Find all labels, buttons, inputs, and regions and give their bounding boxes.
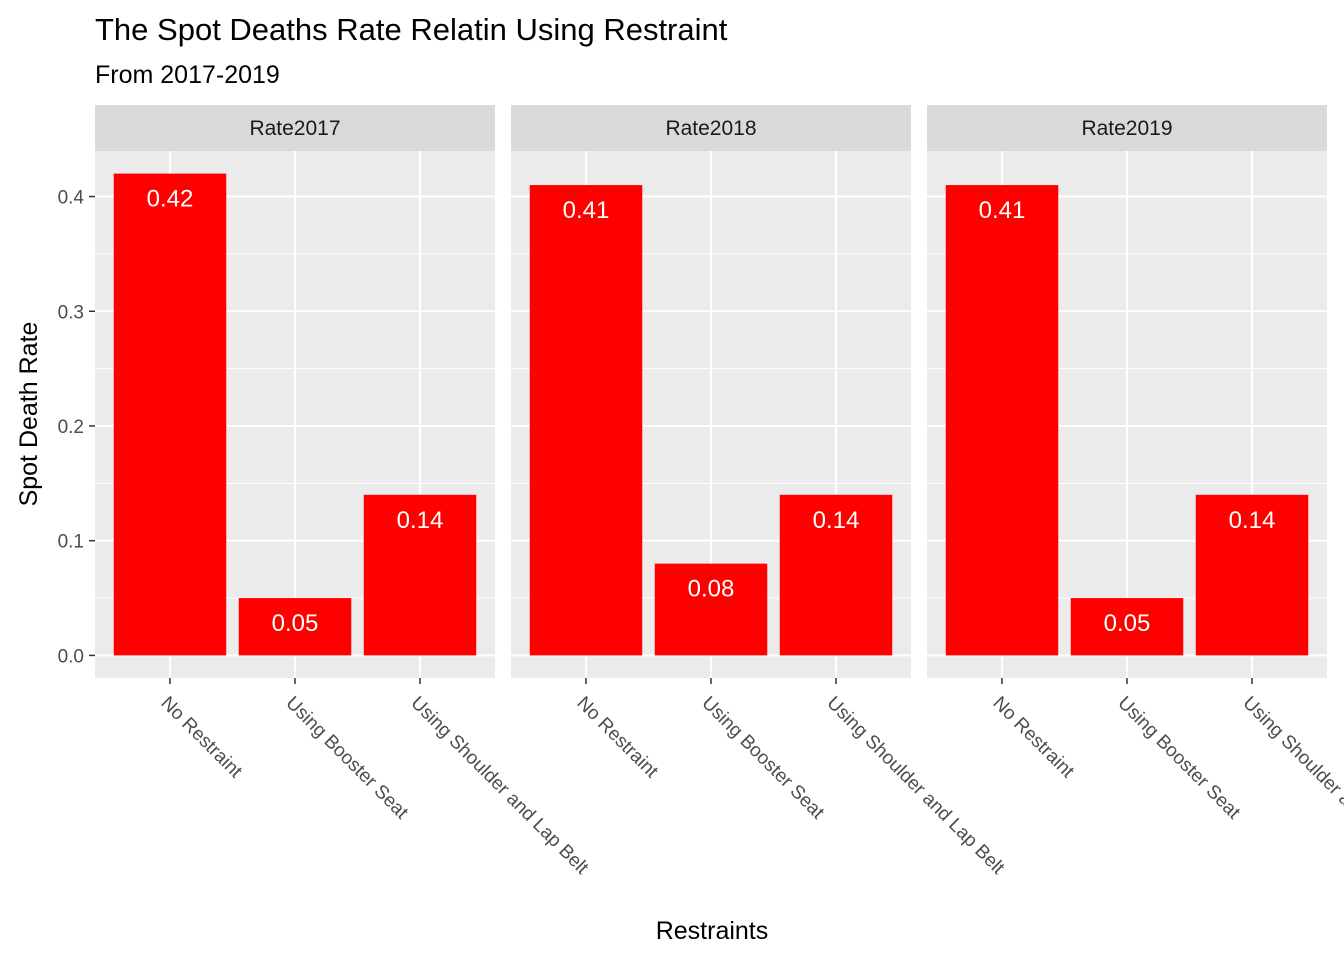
y-tick-label: 0.2 [58, 417, 84, 438]
x-tick-label: Using Shoulder and Lap Belt [1238, 693, 1344, 879]
x-tick-label: No Restraint [156, 693, 246, 783]
facet-Rate2019: Rate2019 0.41 0.05 0.14 No Restraint Using Bo… [927, 105, 1344, 879]
y-tick-label: 0.0 [58, 646, 84, 667]
facet-strip-label: Rate2017 [249, 117, 340, 140]
bar-value-label: 0.42 [147, 186, 194, 213]
y-tick-label: 0.4 [58, 188, 85, 209]
y-tick-label: 0.3 [58, 302, 84, 323]
x-tick-label: Using Booster Seat [697, 693, 828, 824]
facet-panels: Rate2017 0.42 0.05 0.14 No Restraint Using Bo… [95, 105, 1344, 879]
x-tick-label: Using Shoulder and Lap Belt [822, 693, 1008, 879]
bar [1070, 598, 1184, 656]
facet-strip-label: Rate2018 [665, 117, 756, 140]
x-tick-label: No Restraint [572, 693, 662, 783]
bar [529, 185, 643, 656]
chart-title: The Spot Deaths Rate Relatin Using Restr… [95, 12, 728, 47]
bar-value-label: 0.05 [1104, 610, 1151, 637]
facet-strip [927, 105, 1327, 151]
y-axis: 0.0 0.1 0.2 0.3 0.4 [58, 188, 95, 667]
bar [113, 173, 227, 656]
y-axis-title: Spot Death Rate [15, 322, 43, 507]
x-tick-label: Using Booster Seat [281, 693, 412, 824]
bar-value-label: 0.14 [813, 507, 860, 534]
bar [1195, 494, 1309, 656]
bar-value-label: 0.08 [688, 576, 735, 603]
x-tick-label: No Restraint [988, 693, 1078, 783]
bar-value-label: 0.41 [979, 197, 1026, 224]
bar [238, 598, 352, 656]
bar [945, 185, 1059, 656]
bar-value-label: 0.14 [397, 507, 444, 534]
bar [363, 494, 477, 656]
x-axis-title: Restraints [656, 917, 769, 945]
y-tick-label: 0.1 [58, 532, 84, 553]
bar [779, 494, 893, 656]
facet-strip [95, 105, 495, 151]
facet-strip [511, 105, 911, 151]
x-tick-label: Using Booster Seat [1113, 693, 1244, 824]
bar-value-label: 0.14 [1229, 507, 1276, 534]
bar-value-label: 0.05 [272, 610, 319, 637]
chart-subtitle: From 2017-2019 [95, 61, 280, 89]
bar [654, 563, 768, 656]
facet-strip-label: Rate2019 [1081, 117, 1172, 140]
bar-value-label: 0.41 [563, 197, 610, 224]
x-tick-label: Using Shoulder and Lap Belt [406, 693, 592, 879]
